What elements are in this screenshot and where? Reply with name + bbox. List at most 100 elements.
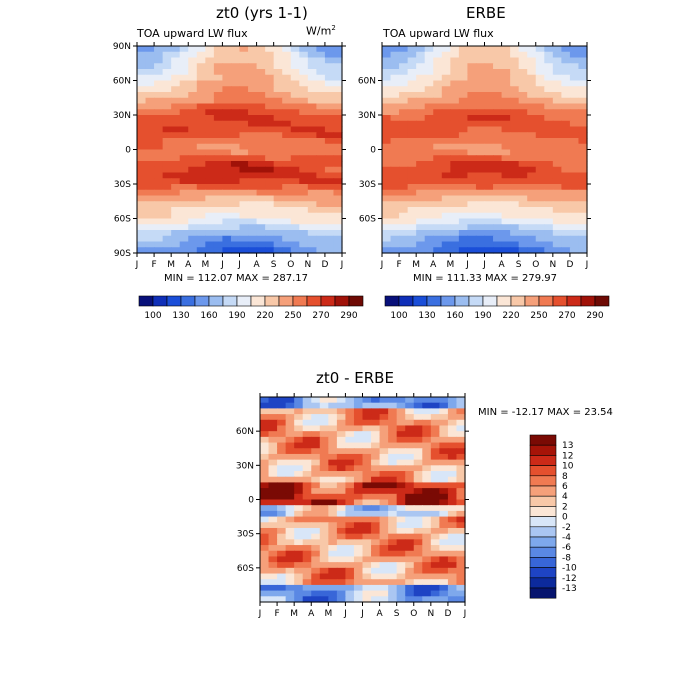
- obs-cell: [416, 109, 426, 116]
- model-cell: [196, 80, 206, 87]
- diff-cell: [362, 556, 372, 563]
- diff-cell: [405, 408, 415, 415]
- model-cell: [188, 230, 198, 237]
- obs-cell: [441, 155, 451, 162]
- diff-cell: [413, 493, 423, 501]
- model-cell: [307, 218, 317, 225]
- diff-cell: [328, 431, 338, 438]
- model-cell: [290, 178, 300, 185]
- obs-cell: [527, 74, 537, 82]
- diff-cell: [302, 505, 312, 512]
- obs-cell: [493, 189, 503, 197]
- obs-cell: [552, 63, 562, 70]
- diff-cell: [277, 579, 287, 586]
- diff-cell: [371, 397, 381, 404]
- diff-cell: [353, 562, 364, 569]
- model-cell: [239, 241, 249, 248]
- obs-cell: [382, 207, 392, 214]
- model-cell: [196, 155, 206, 162]
- diff-cell: [345, 425, 355, 432]
- obs-cell: [441, 132, 451, 139]
- diff-cell: [277, 402, 287, 409]
- model-cell: [171, 235, 181, 243]
- obs-cell: [493, 103, 503, 110]
- model-cell: [154, 109, 164, 116]
- obs-cell: [544, 224, 554, 231]
- diff-cell: [353, 488, 364, 495]
- obs-cell: [552, 149, 562, 156]
- colorbar-swatch: [529, 495, 557, 507]
- diff-cell: [413, 584, 423, 592]
- diff-cell: [379, 471, 389, 478]
- model-cell: [307, 57, 317, 64]
- diff-cell: [336, 408, 347, 415]
- model-cell: [307, 63, 317, 70]
- model-cell: [196, 172, 206, 179]
- model-cell: [239, 184, 249, 191]
- obs-cell: [450, 109, 460, 116]
- diff-cell: [336, 499, 347, 506]
- obs-cell: [467, 195, 477, 202]
- obs-cell: [501, 166, 511, 174]
- model-cell: [179, 86, 189, 93]
- obs-cell: [475, 57, 486, 64]
- model-cell: [239, 178, 249, 185]
- model-cell: [256, 74, 266, 82]
- colorbar-swatch: [334, 295, 350, 307]
- model-cell: [307, 86, 317, 93]
- model-cell: [179, 74, 189, 82]
- obs-cell: [578, 143, 588, 151]
- model-cell: [179, 218, 189, 225]
- diff-cell: [430, 488, 440, 495]
- diff-cell: [379, 453, 389, 461]
- diff-cell: [336, 453, 347, 461]
- model-cell: [239, 207, 249, 214]
- obs-cell: [510, 161, 520, 168]
- model-cell: [239, 235, 249, 243]
- obs-cell: [441, 115, 451, 122]
- diff-x-tick-label: A: [308, 609, 315, 619]
- obs-cell: [399, 247, 409, 254]
- model-cell: [265, 241, 275, 248]
- diff-cell: [302, 408, 312, 415]
- obs-cell: [433, 184, 443, 191]
- diff-cell: [319, 539, 329, 546]
- obs-cell: [561, 201, 571, 208]
- model-cell: [333, 103, 343, 110]
- diff-cell: [345, 408, 355, 415]
- diff-cell: [311, 590, 321, 597]
- model-units: W/m2: [306, 24, 336, 38]
- obs-cell: [527, 51, 537, 59]
- diff-cell: [277, 510, 287, 518]
- obs-cell: [390, 51, 400, 59]
- diff-cell: [388, 408, 398, 415]
- obs-cell: [382, 92, 392, 99]
- diff-cell: [319, 522, 329, 529]
- diff-cell: [456, 471, 466, 478]
- model-cell: [179, 207, 189, 214]
- diff-cell: [362, 510, 372, 518]
- diff-cell: [353, 471, 364, 478]
- obs-x-tick-label: D: [566, 260, 573, 270]
- obs-cell: [544, 126, 554, 133]
- diff-cell: [430, 408, 440, 415]
- model-cell: [222, 247, 232, 254]
- model-cell: [273, 155, 283, 162]
- model-cell: [299, 149, 309, 156]
- diff-cell: [396, 453, 406, 461]
- model-cell: [188, 218, 198, 225]
- obs-cell: [441, 143, 451, 151]
- obs-cell: [424, 143, 434, 151]
- model-cell: [137, 51, 147, 59]
- obs-cell: [518, 201, 528, 208]
- model-cell: [273, 212, 283, 220]
- diff-cell: [456, 590, 466, 597]
- model-cell: [316, 189, 326, 197]
- colorbar-label: 6: [562, 482, 568, 492]
- diff-cell: [353, 453, 364, 461]
- diff-cell: [285, 488, 295, 495]
- obs-cell: [458, 230, 469, 237]
- obs-cell: [510, 51, 520, 59]
- obs-cell: [416, 149, 426, 156]
- model-cell: [230, 63, 241, 70]
